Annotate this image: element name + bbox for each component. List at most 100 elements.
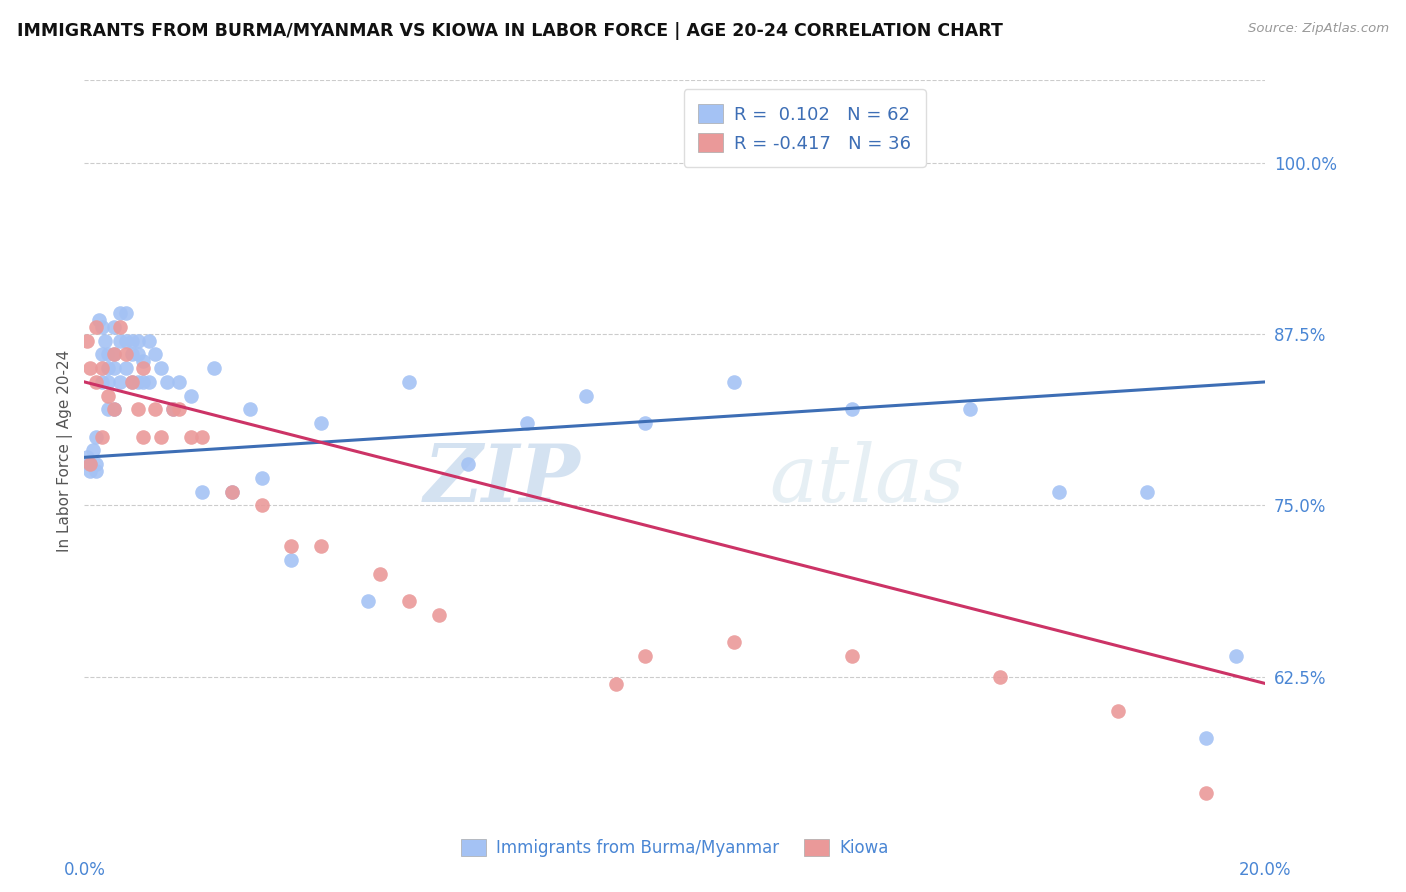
Point	[221, 484, 243, 499]
Point	[127, 375, 149, 389]
Point	[202, 361, 225, 376]
Point	[97, 347, 120, 361]
Point	[108, 306, 131, 320]
Point	[357, 594, 380, 608]
Point	[1195, 731, 1218, 746]
Point	[127, 334, 149, 348]
Point	[723, 635, 745, 649]
Point	[121, 334, 143, 348]
Point	[191, 484, 214, 499]
Point	[634, 649, 657, 664]
Point	[180, 389, 202, 403]
Point	[97, 375, 120, 389]
Point	[79, 464, 101, 478]
Point	[457, 457, 479, 471]
Point	[180, 430, 202, 444]
Point	[76, 450, 98, 465]
Point	[103, 347, 125, 361]
Point	[191, 430, 214, 444]
Point	[988, 670, 1011, 684]
Text: IMMIGRANTS FROM BURMA/MYANMAR VS KIOWA IN LABOR FORCE | AGE 20-24 CORRELATION CH: IMMIGRANTS FROM BURMA/MYANMAR VS KIOWA I…	[17, 22, 1002, 40]
Point	[516, 416, 538, 430]
Point	[108, 334, 131, 348]
Point	[114, 347, 136, 361]
Point	[723, 375, 745, 389]
Point	[280, 553, 302, 567]
Point	[167, 375, 190, 389]
Point	[103, 361, 125, 376]
Point	[114, 306, 136, 320]
Point	[1107, 704, 1129, 718]
Point	[634, 416, 657, 430]
Point	[97, 402, 120, 417]
Point	[91, 320, 114, 334]
Point	[959, 402, 981, 417]
Text: 20.0%: 20.0%	[1239, 862, 1292, 880]
Point	[103, 347, 125, 361]
Point	[84, 464, 107, 478]
Point	[87, 313, 111, 327]
Point	[91, 361, 114, 376]
Point	[121, 375, 143, 389]
Point	[114, 334, 136, 348]
Point	[250, 498, 273, 512]
Point	[368, 566, 391, 581]
Point	[398, 375, 420, 389]
Point	[132, 375, 155, 389]
Point	[150, 361, 173, 376]
Text: ZIP: ZIP	[423, 442, 581, 519]
Y-axis label: In Labor Force | Age 20-24: In Labor Force | Age 20-24	[58, 350, 73, 551]
Point	[103, 320, 125, 334]
Point	[841, 649, 863, 664]
Point	[1225, 649, 1247, 664]
Point	[132, 361, 155, 376]
Point	[150, 430, 173, 444]
Point	[398, 594, 420, 608]
Point	[82, 443, 104, 458]
Point	[143, 347, 166, 361]
Point	[91, 430, 114, 444]
Point	[132, 430, 155, 444]
Point	[114, 361, 136, 376]
Point	[239, 402, 262, 417]
Point	[156, 375, 179, 389]
Point	[605, 676, 627, 690]
Point	[103, 402, 125, 417]
Point	[127, 347, 149, 361]
Point	[121, 347, 143, 361]
Point	[221, 484, 243, 499]
Point	[84, 320, 107, 334]
Point	[84, 430, 107, 444]
Point	[250, 471, 273, 485]
Point	[97, 361, 120, 376]
Text: atlas: atlas	[769, 442, 965, 519]
Point	[138, 375, 160, 389]
Point	[127, 402, 149, 417]
Point	[575, 389, 598, 403]
Point	[108, 375, 131, 389]
Point	[162, 402, 184, 417]
Point	[309, 540, 332, 554]
Point	[76, 334, 98, 348]
Point	[79, 457, 101, 471]
Point	[167, 402, 190, 417]
Point	[309, 416, 332, 430]
Point	[138, 334, 160, 348]
Point	[84, 375, 107, 389]
Text: 0.0%: 0.0%	[63, 862, 105, 880]
Text: Source: ZipAtlas.com: Source: ZipAtlas.com	[1249, 22, 1389, 36]
Point	[103, 402, 125, 417]
Point	[108, 320, 131, 334]
Point	[1195, 786, 1218, 800]
Point	[162, 402, 184, 417]
Point	[79, 361, 101, 376]
Point	[97, 389, 120, 403]
Point	[1136, 484, 1159, 499]
Point	[280, 540, 302, 554]
Legend: Immigrants from Burma/Myanmar, Kiowa: Immigrants from Burma/Myanmar, Kiowa	[454, 832, 896, 864]
Point	[79, 457, 101, 471]
Point	[132, 354, 155, 368]
Point	[1047, 484, 1070, 499]
Point	[143, 402, 166, 417]
Point	[121, 375, 143, 389]
